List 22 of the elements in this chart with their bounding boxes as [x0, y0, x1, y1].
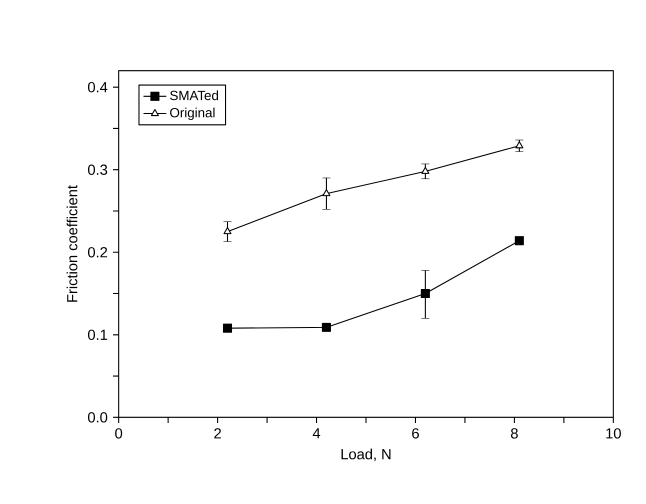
y-tick-label: 0.0 — [88, 412, 108, 423]
point — [322, 189, 330, 196]
point — [222, 324, 232, 333]
point — [420, 288, 430, 298]
y-tick-label: 0.4 — [88, 82, 108, 92]
x-tick-label: 8 — [510, 428, 518, 439]
legend-label: Original — [170, 108, 215, 120]
point — [514, 236, 524, 246]
x-tick-label: 4 — [312, 428, 320, 438]
x-tick-label: 6 — [412, 428, 419, 439]
x-axis-title: Load, N — [342, 448, 390, 462]
y-tick-label: 0.1 — [88, 330, 108, 340]
x-tick-label: 2 — [214, 428, 221, 438]
y-tick-label: 0.2 — [88, 247, 108, 258]
point — [322, 322, 331, 332]
legend-label: SMATed — [170, 90, 218, 100]
y-tick-label: 0.3 — [88, 164, 108, 175]
x-tick-label: 10 — [606, 428, 621, 439]
point — [223, 227, 232, 234]
x-tick-label: 0 — [115, 428, 122, 439]
point — [421, 166, 430, 174]
y-axis-title: Friction coefficient — [66, 185, 78, 302]
